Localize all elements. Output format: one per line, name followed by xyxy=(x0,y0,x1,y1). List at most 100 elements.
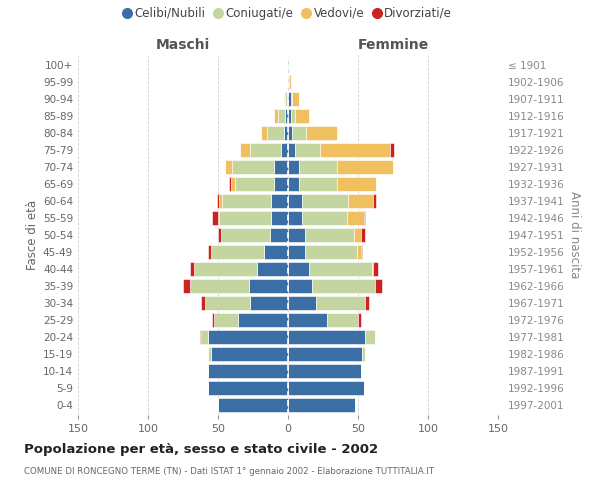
Bar xyxy=(291,92,292,106)
Bar xyxy=(288,245,305,259)
Bar xyxy=(274,160,288,174)
Text: COMUNE DI RONCEGNO TERME (TN) - Dati ISTAT 1° gennaio 2002 - Elaborazione TUTTIT: COMUNE DI RONCEGNO TERME (TN) - Dati IST… xyxy=(24,468,434,476)
Bar xyxy=(229,178,230,191)
Bar xyxy=(288,92,291,106)
Bar xyxy=(295,144,320,157)
Bar xyxy=(327,313,358,326)
Bar xyxy=(288,58,289,72)
Bar xyxy=(358,313,361,326)
Bar xyxy=(267,126,284,140)
Bar xyxy=(365,330,375,344)
Bar xyxy=(220,211,271,225)
Bar xyxy=(288,381,364,394)
Bar xyxy=(288,279,312,292)
Bar xyxy=(232,160,274,174)
Bar xyxy=(364,211,365,225)
Bar xyxy=(194,262,257,276)
Bar xyxy=(356,245,361,259)
Bar xyxy=(208,245,211,259)
Bar xyxy=(354,228,361,242)
Bar xyxy=(241,144,250,157)
Bar xyxy=(284,126,288,140)
Bar xyxy=(305,228,354,242)
Bar xyxy=(302,194,348,208)
Bar xyxy=(271,194,288,208)
Bar xyxy=(250,296,288,310)
Bar xyxy=(225,160,232,174)
Bar xyxy=(288,296,316,310)
Bar xyxy=(190,262,194,276)
Bar xyxy=(337,178,376,191)
Bar xyxy=(183,279,190,292)
Bar xyxy=(190,279,249,292)
Y-axis label: Anni di nascita: Anni di nascita xyxy=(568,192,581,278)
Bar xyxy=(238,313,288,326)
Bar xyxy=(220,194,222,208)
Legend: Celibi/Nubili, Coniugati/e, Vedovi/e, Divorziati/e: Celibi/Nubili, Coniugati/e, Vedovi/e, Di… xyxy=(121,4,455,24)
Bar xyxy=(373,194,376,208)
Bar xyxy=(288,398,355,411)
Bar xyxy=(291,110,295,123)
Bar xyxy=(288,76,289,89)
Bar xyxy=(264,245,288,259)
Bar xyxy=(362,347,365,360)
Bar xyxy=(235,178,274,191)
Bar xyxy=(312,279,375,292)
Bar xyxy=(292,126,306,140)
Bar xyxy=(249,279,288,292)
Bar xyxy=(292,92,299,106)
Bar xyxy=(285,92,287,106)
Bar xyxy=(365,296,369,310)
Bar xyxy=(361,245,362,259)
Bar xyxy=(288,194,302,208)
Bar xyxy=(288,262,309,276)
Bar xyxy=(288,330,365,344)
Bar xyxy=(250,144,281,157)
Bar xyxy=(316,296,365,310)
Bar xyxy=(208,381,288,394)
Bar xyxy=(302,211,347,225)
Bar xyxy=(221,228,270,242)
Bar xyxy=(274,110,278,123)
Bar xyxy=(288,178,299,191)
Bar xyxy=(201,330,208,344)
Bar xyxy=(218,398,288,411)
Bar xyxy=(208,347,211,360)
Bar xyxy=(299,178,337,191)
Text: Femmine: Femmine xyxy=(358,38,428,52)
Bar xyxy=(288,313,327,326)
Bar xyxy=(218,228,221,242)
Bar xyxy=(288,228,305,242)
Bar xyxy=(348,194,373,208)
Bar xyxy=(211,245,264,259)
Bar xyxy=(262,126,267,140)
Bar xyxy=(347,211,364,225)
Bar xyxy=(305,245,356,259)
Bar xyxy=(200,330,201,344)
Bar xyxy=(281,144,288,157)
Bar xyxy=(288,364,361,378)
Bar xyxy=(372,262,373,276)
Bar xyxy=(287,76,288,89)
Bar xyxy=(288,160,299,174)
Text: Maschi: Maschi xyxy=(156,38,210,52)
Bar xyxy=(295,110,309,123)
Bar xyxy=(288,126,292,140)
Bar xyxy=(214,313,238,326)
Bar xyxy=(289,76,291,89)
Bar xyxy=(285,110,288,123)
Bar xyxy=(390,144,394,157)
Bar xyxy=(217,194,220,208)
Bar xyxy=(287,58,288,72)
Bar xyxy=(288,144,295,157)
Bar xyxy=(373,262,377,276)
Bar xyxy=(257,262,288,276)
Bar xyxy=(271,211,288,225)
Bar xyxy=(205,296,250,310)
Text: Popolazione per età, sesso e stato civile - 2002: Popolazione per età, sesso e stato civil… xyxy=(24,442,378,456)
Bar xyxy=(218,211,220,225)
Bar xyxy=(320,144,390,157)
Bar xyxy=(201,296,205,310)
Bar xyxy=(278,110,285,123)
Bar xyxy=(208,330,288,344)
